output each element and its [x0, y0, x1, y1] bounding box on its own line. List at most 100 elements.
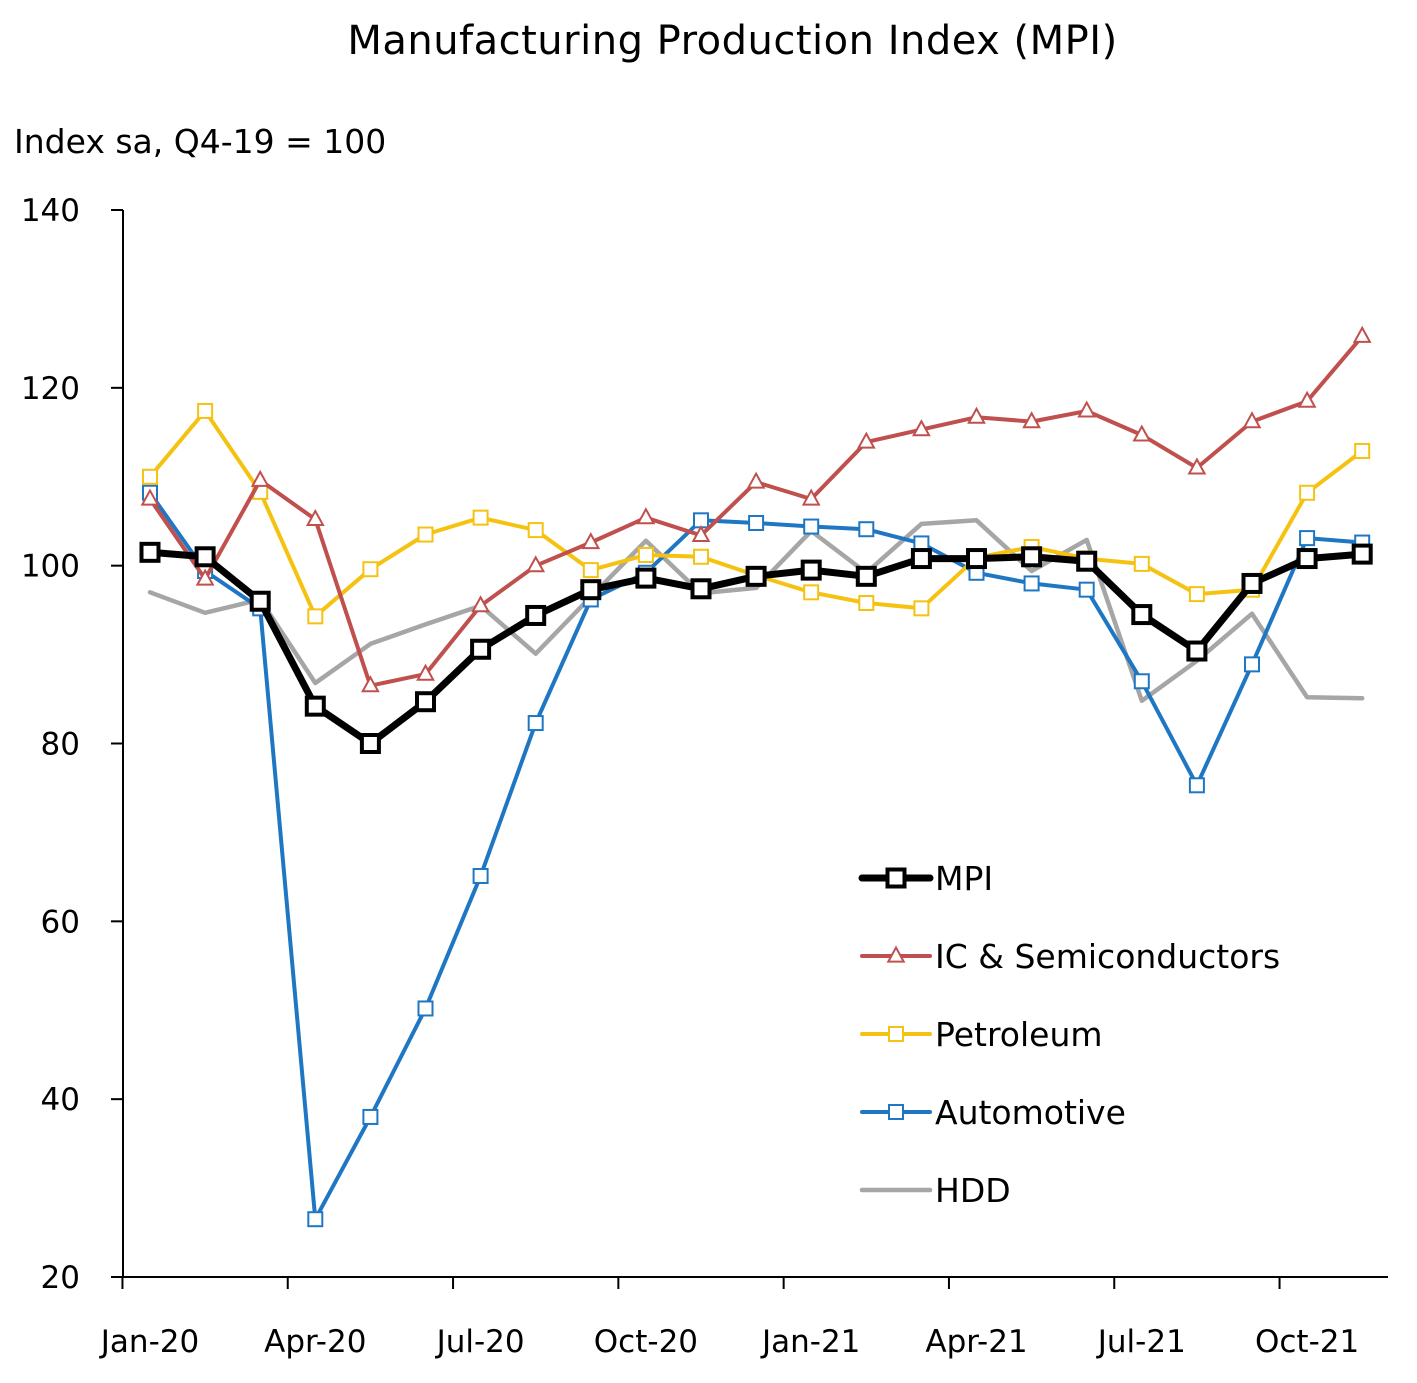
data-point-petroleum — [197, 402, 214, 419]
series-ic-and-semiconductors — [140, 325, 1372, 693]
data-point-petroleum — [858, 595, 875, 612]
data-point-mpi — [470, 638, 492, 660]
series-petroleum — [142, 402, 1371, 625]
data-point-petroleum — [582, 562, 599, 579]
x-tick-label: Oct-20 — [594, 1324, 698, 1360]
y-tick-label: 20 — [41, 1260, 80, 1296]
data-point-ic-and-semiconductors — [1242, 411, 1262, 429]
data-point-mpi — [194, 546, 216, 568]
data-point-automotive — [1299, 530, 1316, 547]
data-point-automotive — [417, 1000, 434, 1017]
data-point-mpi — [139, 541, 161, 563]
y-tick-label: 80 — [41, 727, 80, 763]
data-point-petroleum — [417, 526, 434, 543]
legend-label: IC & Semiconductors — [935, 937, 1280, 976]
data-point-mpi — [359, 733, 381, 754]
data-point-automotive — [527, 715, 544, 732]
data-point-automotive — [858, 521, 875, 538]
legend-swatch-marker — [888, 1026, 904, 1042]
data-point-mpi — [910, 548, 932, 570]
data-point-mpi — [966, 548, 987, 570]
data-point-petroleum — [693, 548, 709, 565]
data-point-mpi — [855, 565, 877, 587]
legend-swatch-marker — [885, 867, 907, 889]
series-automotive — [142, 484, 1371, 1228]
data-point-automotive — [803, 518, 820, 535]
legend-label: Automotive — [935, 1093, 1126, 1132]
series-layer — [139, 325, 1373, 1228]
data-point-ic-and-semiconductors — [471, 595, 490, 613]
data-point-mpi — [745, 565, 767, 587]
legend-label: MPI — [935, 859, 993, 898]
data-point-automotive — [1023, 575, 1040, 592]
chart-title: Manufacturing Production Index (MPI) — [347, 18, 1118, 64]
data-point-mpi — [1351, 543, 1373, 565]
y-tick-label: 60 — [41, 904, 80, 940]
legend-item-ic-and-semiconductors: IC & Semiconductors — [860, 937, 1280, 976]
data-point-ic-and-semiconductors — [250, 469, 270, 487]
data-point-petroleum — [142, 468, 158, 485]
data-point-petroleum — [637, 546, 654, 563]
data-point-ic-and-semiconductors — [912, 419, 931, 437]
x-tick-label: Oct-21 — [1255, 1324, 1359, 1360]
data-point-ic-and-semiconductors — [1187, 457, 1207, 475]
data-point-automotive — [1133, 673, 1150, 690]
data-point-automotive — [1244, 656, 1260, 673]
data-point-ic-and-semiconductors — [801, 488, 821, 506]
y-axis-unit-label: Index sa, Q4-19 = 100 — [14, 122, 387, 161]
data-point-ic-and-semiconductors — [305, 508, 325, 527]
data-point-mpi — [1296, 548, 1318, 570]
legend-item-petroleum: Petroleum — [860, 1015, 1103, 1054]
series-hdd — [147, 518, 1365, 704]
data-point-ic-and-semiconductors — [967, 406, 986, 424]
data-point-ic-and-semiconductors — [361, 675, 380, 693]
y-tick-label: 120 — [21, 371, 80, 407]
legend-swatch-marker — [886, 945, 906, 963]
legend: MPI IC & Semiconductors Petroleum Automotiv… — [858, 859, 1280, 1210]
data-point-automotive — [362, 1108, 379, 1125]
data-point-petroleum — [1133, 555, 1150, 572]
data-point-automotive — [748, 514, 765, 531]
data-point-petroleum — [1354, 442, 1371, 459]
data-point-petroleum — [472, 509, 489, 526]
series-line-ic-and-semiconductors — [148, 334, 1365, 688]
x-tick-label: Jan-20 — [99, 1324, 199, 1360]
data-point-mpi — [249, 590, 271, 612]
legend-item-hdd: HDD — [859, 1171, 1011, 1210]
data-point-petroleum — [913, 600, 930, 617]
data-point-mpi — [1186, 640, 1208, 662]
data-point-ic-and-semiconductors — [746, 471, 766, 489]
chart-axes: 20 40 60 80 100 120 140 Jan-20 Apr-20 Jul-20 Oct-2… — [21, 193, 1388, 1360]
series-mpi — [139, 541, 1373, 754]
data-point-automotive — [307, 1211, 324, 1228]
data-point-automotive — [1078, 581, 1095, 598]
data-point-petroleum — [362, 561, 379, 578]
data-point-mpi — [690, 578, 712, 600]
data-point-mpi — [415, 691, 436, 713]
x-tick-label: Jul-20 — [435, 1324, 525, 1360]
data-point-mpi — [1131, 604, 1153, 626]
data-point-ic-and-semiconductors — [1077, 400, 1097, 418]
data-point-petroleum — [803, 584, 820, 601]
data-point-mpi — [525, 604, 547, 626]
data-point-petroleum — [527, 522, 544, 539]
x-tick-label: Jul-21 — [1096, 1324, 1186, 1360]
data-point-automotive — [472, 867, 489, 884]
data-point-petroleum — [1188, 586, 1205, 603]
legend-item-automotive: Automotive — [860, 1093, 1126, 1132]
data-point-ic-and-semiconductors — [140, 488, 160, 506]
data-point-mpi — [800, 559, 822, 581]
data-point-ic-and-semiconductors — [581, 532, 601, 550]
data-point-mpi — [1076, 550, 1098, 572]
data-point-ic-and-semiconductors — [1352, 325, 1372, 343]
data-point-ic-and-semiconductors — [416, 663, 435, 681]
legend-swatch-marker — [888, 1104, 904, 1120]
y-tick-label: 40 — [41, 1082, 80, 1118]
legend-item-mpi: MPI — [858, 859, 993, 898]
legend-label: HDD — [935, 1171, 1011, 1210]
data-point-mpi — [635, 567, 657, 589]
data-point-automotive — [1188, 777, 1205, 794]
data-point-ic-and-semiconductors — [636, 507, 656, 525]
data-point-ic-and-semiconductors — [526, 555, 546, 573]
